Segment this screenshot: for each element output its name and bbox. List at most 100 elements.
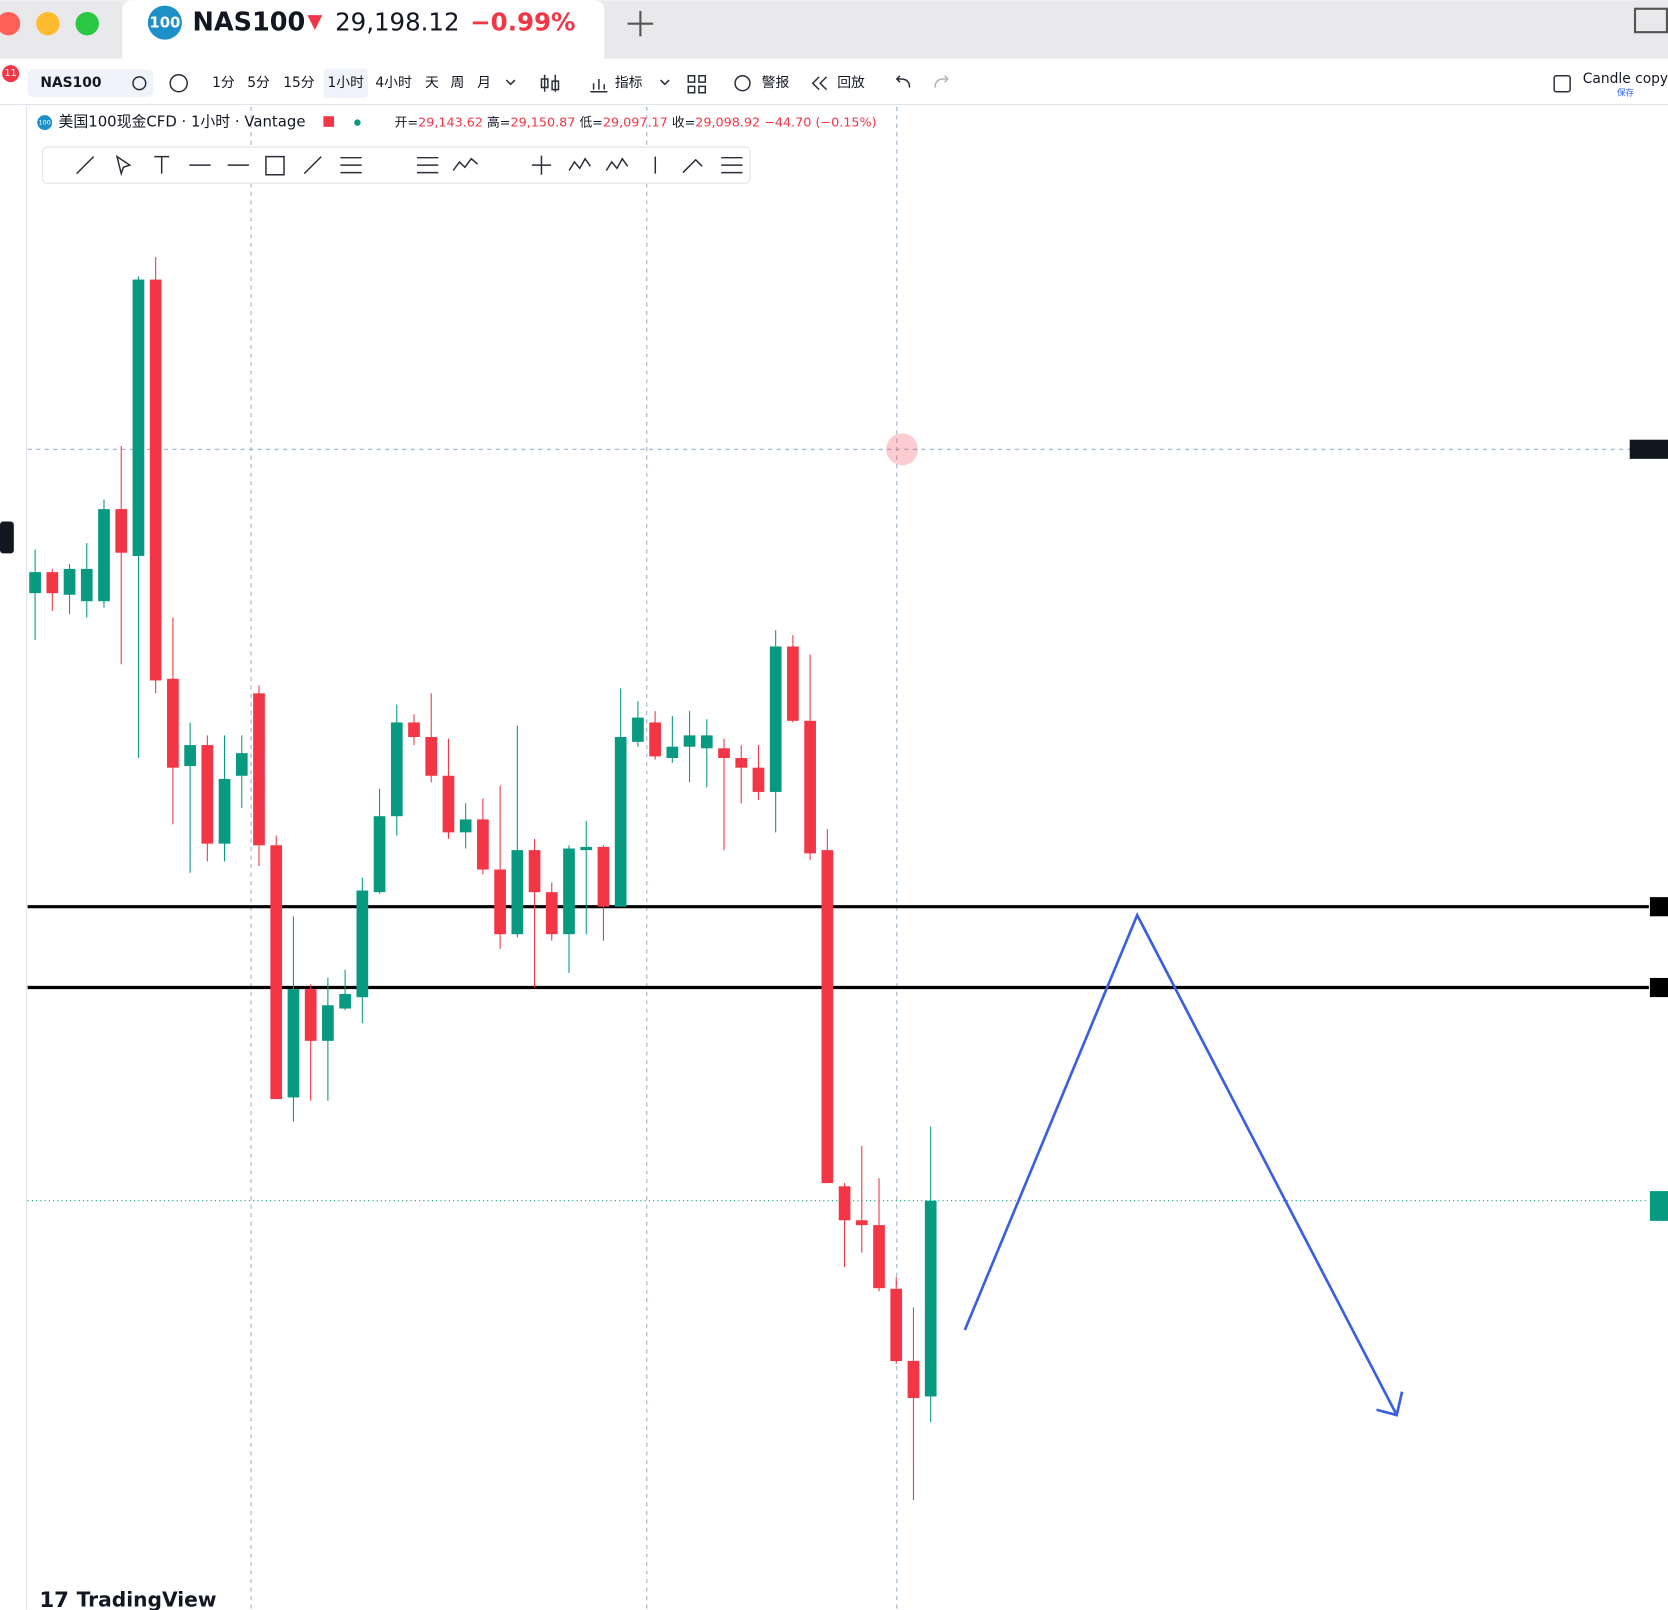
- notification-count: 11: [5, 68, 17, 79]
- interval-highlight: [323, 68, 369, 99]
- candle-body: [304, 989, 317, 1041]
- candle-body: [752, 767, 765, 792]
- drawing-tools[interactable]: [76, 154, 743, 177]
- candle-body: [924, 1200, 937, 1397]
- replay-icon[interactable]: [811, 76, 828, 91]
- market-status: [354, 119, 361, 126]
- undo[interactable]: [895, 75, 911, 88]
- indicator-icon[interactable]: [590, 78, 608, 93]
- candle-body: [855, 1220, 868, 1226]
- crosshair-label: [1629, 439, 1668, 459]
- interval[interactable]: 天: [425, 75, 439, 91]
- change-value: −44.70 (−0.15%): [764, 115, 876, 130]
- candle-body: [390, 722, 403, 817]
- interval[interactable]: 周: [451, 75, 465, 91]
- projection-drawing[interactable]: [963, 911, 1404, 1417]
- legend-title: 美国100现金CFD · 1小时 · Vantage: [59, 113, 306, 131]
- horizontal-line-label: [1649, 897, 1668, 917]
- candle-body: [149, 279, 162, 681]
- zoom-button[interactable]: [75, 11, 99, 36]
- high-value: 29,150.87: [510, 115, 575, 130]
- indicators-button[interactable]: 指标: [615, 75, 643, 91]
- candle-body: [511, 850, 524, 935]
- candle-body: [442, 775, 455, 833]
- compare-icon[interactable]: [132, 76, 147, 91]
- candle-body: [494, 869, 506, 935]
- legend-badge-text: 100: [39, 119, 51, 127]
- layout-icon[interactable]: [1553, 75, 1571, 93]
- horizontal-line-label: [1649, 977, 1668, 998]
- minimize-button[interactable]: [36, 11, 60, 36]
- symbol-search[interactable]: [27, 69, 154, 98]
- candle-body: [356, 890, 369, 998]
- candle-body: [580, 846, 593, 851]
- close-value: 29,098.92: [695, 115, 760, 130]
- add-icon[interactable]: [169, 73, 188, 93]
- chart-type-icon[interactable]: [540, 74, 560, 92]
- alert-icon[interactable]: [734, 75, 751, 92]
- watermark-logo: 17: [39, 1588, 69, 1610]
- interval[interactable]: 1分: [212, 75, 235, 91]
- candle-body: [718, 748, 730, 758]
- candle-body: [700, 735, 713, 749]
- interval[interactable]: 1小时: [328, 75, 365, 91]
- candle-body: [804, 720, 816, 854]
- layout-name[interactable]: Candle copy: [1583, 71, 1668, 87]
- tab-symbol: NAS100: [193, 8, 306, 38]
- high-label: 高=: [487, 114, 510, 130]
- candle-body: [425, 736, 438, 776]
- layout-status: 保存: [1617, 87, 1635, 98]
- sidebar-active-tool[interactable]: [0, 521, 14, 554]
- candle-body: [218, 779, 231, 844]
- candle-body: [459, 819, 472, 833]
- drawing-toolbar: [42, 146, 751, 184]
- candle-body: [787, 646, 799, 721]
- candle-body: [735, 757, 748, 768]
- flag-icon[interactable]: [323, 116, 335, 127]
- candle-body: [477, 819, 489, 870]
- low-value: 29,097.17: [603, 115, 668, 130]
- dropdown[interactable]: [660, 79, 670, 86]
- tab-change: −0.99%: [470, 8, 575, 37]
- window-icon[interactable]: [1633, 7, 1668, 34]
- tab-price: 29,198.12: [335, 8, 459, 37]
- candle-body: [253, 693, 265, 846]
- candle-body: [63, 568, 76, 595]
- watermark: TradingView: [77, 1588, 217, 1610]
- candle-body: [545, 892, 558, 935]
- candle-body: [29, 572, 41, 594]
- last-price-label: [1649, 1191, 1668, 1221]
- low-label: 低=: [579, 115, 602, 130]
- interval[interactable]: 15分: [283, 75, 315, 91]
- candle-body: [46, 572, 59, 594]
- candle-body: [201, 745, 214, 844]
- candle-body: [597, 846, 610, 907]
- candle-body: [270, 845, 283, 1100]
- toolbar: [0, 58, 1668, 105]
- candle-body: [632, 717, 644, 742]
- interval[interactable]: 4小时: [375, 75, 412, 91]
- new-tab-button[interactable]: [627, 10, 654, 37]
- open-value: 29,143.62: [418, 115, 483, 130]
- close-button[interactable]: [0, 11, 21, 36]
- candle-body: [132, 279, 145, 556]
- replay-button[interactable]: 回放: [837, 75, 865, 91]
- plot-area: [27, 106, 1668, 1610]
- candle-body: [907, 1360, 920, 1399]
- active-tab[interactable]: [122, 0, 605, 59]
- legend-badge: [37, 115, 53, 131]
- candle-body: [115, 509, 128, 553]
- interval-dropdown[interactable]: [505, 79, 516, 86]
- candle-body: [873, 1225, 885, 1289]
- candle-body: [614, 736, 627, 907]
- redo[interactable]: [934, 75, 949, 88]
- interval[interactable]: 5分: [247, 75, 270, 91]
- templates-icon[interactable]: [687, 75, 707, 94]
- candle-body: [528, 850, 541, 893]
- symbol-badge: [147, 5, 182, 40]
- candle-body: [563, 848, 575, 935]
- interval[interactable]: 月: [477, 75, 491, 91]
- alerts-button[interactable]: 警报: [762, 75, 790, 91]
- open-label: 开=: [395, 115, 418, 130]
